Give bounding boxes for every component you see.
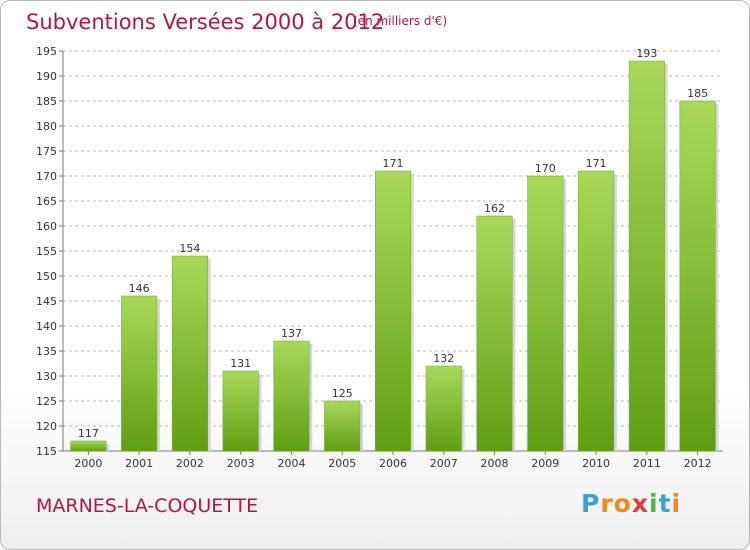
logo-letter: t xyxy=(658,489,672,518)
data-label: 185 xyxy=(687,87,708,100)
y-tick-label: 140 xyxy=(36,320,57,333)
y-tick-label: 130 xyxy=(36,370,57,383)
x-tick-label: 2003 xyxy=(227,457,255,470)
x-tick-label: 2007 xyxy=(430,457,458,470)
commune-name: MARNES-LA-COQUETTE xyxy=(36,495,259,517)
y-tick-label: 145 xyxy=(36,295,57,308)
logo-letter: i xyxy=(671,489,682,518)
x-tick-label: 2005 xyxy=(328,457,356,470)
x-tick-label: 2011 xyxy=(633,457,661,470)
bar-2009 xyxy=(527,175,564,452)
data-label: 162 xyxy=(484,202,505,215)
data-label: 146 xyxy=(129,282,150,295)
y-tick-label: 155 xyxy=(36,245,57,258)
bar-2003 xyxy=(222,370,259,452)
bar-2001 xyxy=(121,295,158,452)
y-tick-label: 120 xyxy=(36,420,57,433)
data-label: 171 xyxy=(586,157,607,170)
data-label: 193 xyxy=(636,47,657,60)
y-tick-label: 175 xyxy=(36,145,57,158)
data-label: 154 xyxy=(179,242,200,255)
bar-2004 xyxy=(273,340,310,452)
logo-letter: x xyxy=(631,489,649,518)
data-label: 171 xyxy=(383,157,404,170)
data-label: 170 xyxy=(535,162,556,175)
data-label: 132 xyxy=(433,352,454,365)
bar-2007 xyxy=(425,365,462,452)
x-tick-label: 2001 xyxy=(125,457,153,470)
x-tick-label: 2006 xyxy=(379,457,407,470)
x-tick-label: 2004 xyxy=(277,457,305,470)
labels: 115 120 125 130 135 140 145 150 155 160 165 170 175 1… xyxy=(36,45,712,470)
bar-2011 xyxy=(628,60,665,452)
y-tick-label: 160 xyxy=(36,220,57,233)
data-label: 117 xyxy=(78,427,99,440)
logo-letter: r xyxy=(600,489,614,518)
x-tick-label: 2012 xyxy=(684,457,712,470)
y-tick-label: 115 xyxy=(36,445,57,458)
x-tick-label: 2000 xyxy=(74,457,102,470)
x-tick-label: 2002 xyxy=(176,457,204,470)
data-label: 137 xyxy=(281,327,302,340)
y-tick-label: 150 xyxy=(36,270,57,283)
bar-2012 xyxy=(679,100,716,452)
bar-2008 xyxy=(476,215,513,452)
bar-2005 xyxy=(324,400,361,452)
chart-title: Subventions Versées 2000 à 2012 xyxy=(26,10,385,34)
bar-2010 xyxy=(578,170,615,452)
proxiti-logo[interactable]: Proxiti xyxy=(581,489,681,518)
bars xyxy=(70,60,719,452)
x-tick-label: 2010 xyxy=(582,457,610,470)
logo-letter: P xyxy=(581,489,601,518)
logo-letter: o xyxy=(613,489,632,518)
y-tick-label: 165 xyxy=(36,195,57,208)
data-label: 125 xyxy=(332,387,353,400)
y-tick-label: 180 xyxy=(36,120,57,133)
y-tick-label: 185 xyxy=(36,95,57,108)
y-tick-label: 125 xyxy=(36,395,57,408)
y-tick-label: 195 xyxy=(36,45,57,58)
x-tick-label: 2009 xyxy=(531,457,559,470)
bar-2000 xyxy=(70,440,107,452)
y-tick-label: 135 xyxy=(36,345,57,358)
logo-letter: i xyxy=(649,489,659,518)
bar-2006 xyxy=(374,170,412,452)
y-tick-label: 170 xyxy=(36,170,57,183)
bar-2002 xyxy=(171,255,208,452)
data-label: 131 xyxy=(230,357,251,370)
chart-unit-note: (en milliers d'€) xyxy=(353,14,448,28)
y-tick-label: 190 xyxy=(36,70,57,83)
x-tick-label: 2008 xyxy=(481,457,509,470)
